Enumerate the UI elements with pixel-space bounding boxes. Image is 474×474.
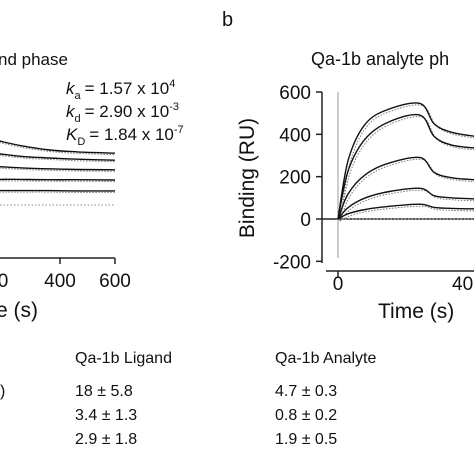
panel-b-fit-line-5 [337, 203, 474, 220]
panel-a-data-trace-2 [0, 154, 116, 163]
panel-a-fit-line-1 [0, 140, 116, 154]
panel-b-fit-line-2 [337, 113, 474, 220]
kinetics-table: Qa-1b Ligand Qa-1b Analyte ) 18 ± 5.8 4.… [0, 350, 377, 448]
panel-a-series-group [0, 140, 116, 193]
panel-b-y-tick-label: 200 [279, 168, 311, 189]
panel-b-x-tick-label-400: 40 [452, 274, 473, 295]
panel-b-y-tick-label: -200 [273, 252, 311, 273]
rate-constant-exponent: 4 [169, 78, 175, 90]
panel-b-series-group [337, 102, 474, 222]
rate-constant-subscript: D [77, 136, 85, 148]
panel-b-y-tick-label: 400 [279, 125, 311, 146]
panel-a-x-tick-label-600: 600 [99, 271, 131, 292]
table-row-stub: ) [0, 383, 5, 400]
panel-a-fit-line-4 [0, 178, 116, 181]
rate-constant-D: KD = 1.84 x 10-7 [66, 124, 184, 148]
panel-a-title: nd phase [0, 50, 68, 69]
panel-b-data-trace-2 [339, 116, 474, 222]
table-cell-analyte-1: 4.7 ± 0.3 [275, 383, 337, 400]
panel-b-data-trace-5 [339, 205, 474, 222]
rate-constant-value: = 1.84 x 10 [89, 125, 174, 144]
panel-b-fit-line-4 [337, 187, 474, 220]
rate-constant-value: = 1.57 x 10 [85, 79, 170, 98]
panel-b-x-tick-label-0: 0 [333, 274, 344, 295]
rate-constant-subscript: a [75, 90, 82, 102]
table-header-ligand: Qa-1b Ligand [75, 350, 172, 367]
panel-a-data-trace-1 [0, 142, 116, 156]
panel-b-y-tick-label: 0 [300, 210, 311, 231]
panel-b-fit-line-1 [337, 102, 474, 220]
panel-a-data-trace-4 [0, 180, 116, 182]
rate-constant-symbol: K [66, 125, 78, 144]
rate-constant-exponent: -3 [169, 101, 179, 113]
panel-a-x-tick-label-0: 0 [0, 271, 8, 292]
table-cell-analyte-2: 0.8 ± 0.2 [275, 407, 337, 424]
panel-b-analyte-phase: b Qa-1b analyte ph Binding (RU) 60040020… [222, 9, 474, 323]
rate-constant-exponent: -7 [174, 124, 184, 136]
panel-b-y-tick-label: 600 [279, 83, 311, 104]
rate-constant-subscript: d [75, 113, 81, 125]
panel-a-x-axis-label: e (s) [0, 299, 38, 322]
table-cell-ligand-1: 18 ± 5.8 [75, 383, 133, 400]
panel-b-y-ticks: 600 400 200 0 -200 [273, 83, 322, 273]
panel-a-fit-line-3 [0, 165, 116, 171]
rate-constant-value: = 2.90 x 10 [85, 102, 170, 121]
panel-b-data-trace-3 [339, 158, 474, 222]
panel-b-title: Qa-1b analyte ph [311, 49, 449, 69]
rate-constant-d: kd = 2.90 x 10-3 [66, 101, 179, 125]
panel-b-data-trace-4 [339, 189, 474, 222]
table-header-analyte: Qa-1b Analyte [275, 350, 377, 367]
panel-a-x-tick-label-400: 400 [44, 271, 76, 292]
table-cell-ligand-2: 3.4 ± 1.3 [75, 407, 137, 424]
panel-a-fit-line-2 [0, 153, 116, 161]
panel-b-letter: b [222, 9, 233, 31]
panel-b-data-trace-1 [339, 104, 474, 222]
panel-b-y-axis-label: Binding (RU) [236, 118, 259, 238]
rate-constant-symbol: k [66, 79, 76, 98]
panel-b-fit-line-3 [337, 156, 474, 220]
table-cell-analyte-3: 1.9 ± 0.5 [275, 431, 337, 448]
rate-constant-a: ka = 1.57 x 104 [66, 78, 175, 102]
rate-constant-symbol: k [66, 102, 76, 121]
panel-b-x-axis-label: Time (s) [378, 300, 454, 323]
table-cell-ligand-3: 2.9 ± 1.8 [75, 431, 137, 448]
